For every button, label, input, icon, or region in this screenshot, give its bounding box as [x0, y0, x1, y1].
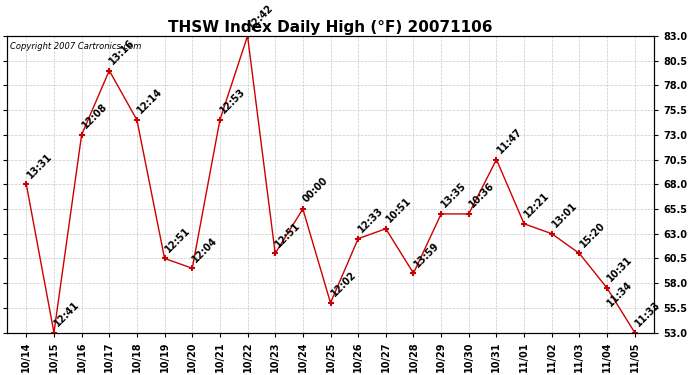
Text: 13:35: 13:35	[440, 181, 469, 210]
Text: 12:42: 12:42	[246, 3, 275, 32]
Text: 13:31: 13:31	[25, 151, 54, 180]
Text: 13:01: 13:01	[550, 201, 579, 230]
Text: 12:04: 12:04	[190, 235, 219, 264]
Text: 10:31: 10:31	[606, 255, 635, 284]
Text: 12:51: 12:51	[163, 225, 192, 254]
Text: 12:33: 12:33	[357, 206, 386, 234]
Text: 00:00: 00:00	[302, 176, 331, 205]
Text: 13:59: 13:59	[412, 240, 441, 269]
Text: 13:16: 13:16	[108, 38, 137, 66]
Text: 12:14: 12:14	[135, 87, 164, 116]
Title: THSW Index Daily High (°F) 20071106: THSW Index Daily High (°F) 20071106	[168, 20, 493, 35]
Text: 12:51: 12:51	[274, 220, 303, 249]
Text: 15:20: 15:20	[578, 220, 607, 249]
Text: 10:51: 10:51	[384, 196, 413, 225]
Text: 12:02: 12:02	[329, 270, 358, 299]
Text: 11:33: 11:33	[633, 299, 662, 328]
Text: 11:47: 11:47	[495, 126, 524, 155]
Text: 12:53: 12:53	[218, 87, 247, 116]
Text: 12:21: 12:21	[522, 190, 551, 220]
Text: Copyright 2007 Cartronics.com: Copyright 2007 Cartronics.com	[10, 42, 141, 51]
Text: 12:41: 12:41	[52, 299, 81, 328]
Text: 12:08: 12:08	[80, 102, 109, 130]
Text: 10:36: 10:36	[467, 181, 496, 210]
Text: 11:34: 11:34	[606, 280, 635, 309]
